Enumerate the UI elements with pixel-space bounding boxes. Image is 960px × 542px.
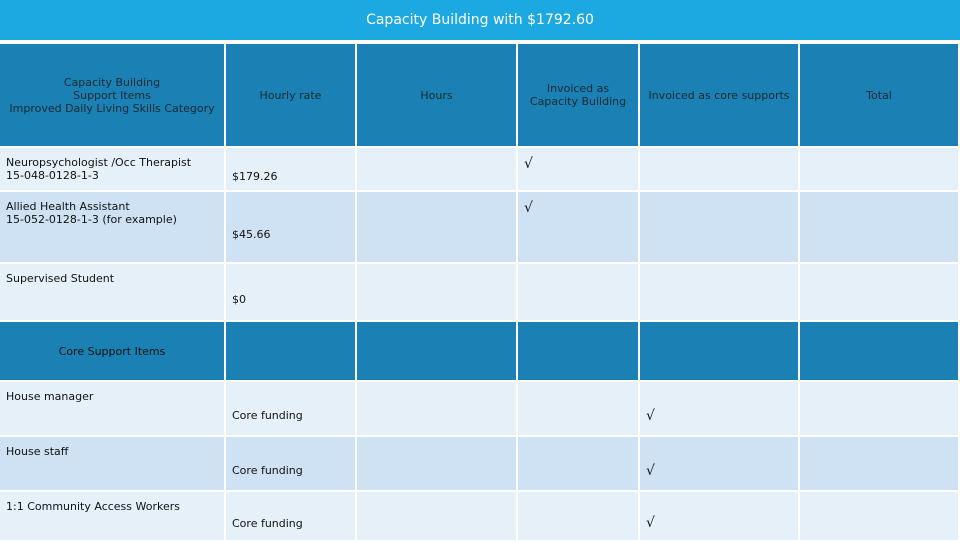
table-cell: Allied Health Assistant 15-052-0128-1-3 (… bbox=[0, 192, 226, 264]
header-cell: Hours bbox=[357, 44, 518, 148]
table-cell bbox=[640, 148, 800, 192]
table-cell: House staff bbox=[0, 437, 226, 492]
table-cell bbox=[800, 437, 960, 492]
item-line: Neuropsychologist /Occ Therapist bbox=[6, 156, 192, 169]
header-cell: Invoiced as Capacity Building bbox=[518, 44, 640, 148]
header-cell: Hourly rate bbox=[226, 44, 357, 148]
header-cell: Total bbox=[800, 44, 960, 148]
item-line: 15-052-0128-1-3 (for example) bbox=[6, 213, 177, 226]
table-cell bbox=[800, 322, 960, 382]
item-line: House staff bbox=[6, 445, 69, 458]
table-cell bbox=[518, 437, 640, 492]
rate: Core funding bbox=[232, 464, 303, 477]
table-cell bbox=[640, 192, 800, 264]
header-text: Invoiced as Capacity Building bbox=[529, 82, 627, 108]
item-line: Allied Health Assistant bbox=[6, 200, 130, 213]
check: √ bbox=[646, 407, 655, 424]
table-cell: √ bbox=[518, 192, 640, 264]
table-cell: 1:1 Community Access Workers bbox=[0, 492, 226, 542]
rate: $179.26 bbox=[232, 169, 278, 183]
table-cell bbox=[800, 148, 960, 192]
section-label: Core Support Items bbox=[58, 344, 166, 358]
item-line: House manager bbox=[6, 390, 94, 403]
table-cell: Core Support Items bbox=[0, 322, 226, 382]
header-cell: Capacity Building Support Items Improved D… bbox=[0, 44, 226, 148]
item-line: 15-048-0128-1-3 bbox=[6, 169, 99, 182]
table-cell: Core funding bbox=[226, 382, 357, 437]
table-cell bbox=[518, 492, 640, 542]
table-cell: Supervised Student bbox=[0, 264, 226, 322]
table-cell: Core funding bbox=[226, 437, 357, 492]
table-cell: $0 bbox=[226, 264, 357, 322]
header-cell: Invoiced as core supports bbox=[640, 44, 800, 148]
header-line: Support Items bbox=[73, 88, 151, 102]
table-cell bbox=[357, 437, 518, 492]
header-line: Capacity Building bbox=[63, 75, 161, 89]
table-cell bbox=[800, 264, 960, 322]
check: √ bbox=[524, 156, 533, 172]
table-cell bbox=[357, 382, 518, 437]
table-cell bbox=[357, 192, 518, 264]
table-cell: $45.66 bbox=[226, 192, 357, 264]
header-text: Hourly rate bbox=[259, 88, 322, 102]
table-cell: Neuropsychologist /Occ Therapist 15-048-0… bbox=[0, 148, 226, 192]
table-cell: √ bbox=[640, 437, 800, 492]
table-cell: House manager bbox=[0, 382, 226, 437]
header-text: Total bbox=[866, 88, 892, 102]
header-text: Hours bbox=[420, 88, 453, 102]
table-cell bbox=[518, 322, 640, 382]
table-cell bbox=[800, 192, 960, 264]
table-cell bbox=[518, 264, 640, 322]
table-cell bbox=[518, 382, 640, 437]
table-cell bbox=[357, 322, 518, 382]
item-line: Supervised Student bbox=[6, 272, 115, 285]
table-cell: √ bbox=[518, 148, 640, 192]
table-cell: √ bbox=[640, 382, 800, 437]
table-cell bbox=[357, 264, 518, 322]
table-cell bbox=[640, 322, 800, 382]
rate: $0 bbox=[232, 292, 246, 306]
table-cell: √ bbox=[640, 492, 800, 542]
rate: Core funding bbox=[232, 516, 303, 530]
title: Capacity Building with $1792.60 bbox=[0, 0, 960, 40]
table-cell: Core funding bbox=[226, 492, 357, 542]
table-cell bbox=[800, 492, 960, 542]
check: √ bbox=[646, 515, 655, 531]
header-text: Invoiced as core supports bbox=[648, 88, 790, 102]
table-cell bbox=[800, 382, 960, 437]
header-line: Improved Daily Living Skills Category bbox=[9, 101, 215, 115]
rate: $45.66 bbox=[232, 227, 271, 241]
table-cell bbox=[357, 492, 518, 542]
table-cell bbox=[640, 264, 800, 322]
item-line: 1:1 Community Access Workers bbox=[6, 500, 180, 513]
table-cell bbox=[226, 322, 357, 382]
table-cell bbox=[357, 148, 518, 192]
table-cell: $179.26 bbox=[226, 148, 357, 192]
check: √ bbox=[524, 200, 533, 216]
check: √ bbox=[646, 462, 655, 479]
rate: Core funding bbox=[232, 409, 303, 422]
